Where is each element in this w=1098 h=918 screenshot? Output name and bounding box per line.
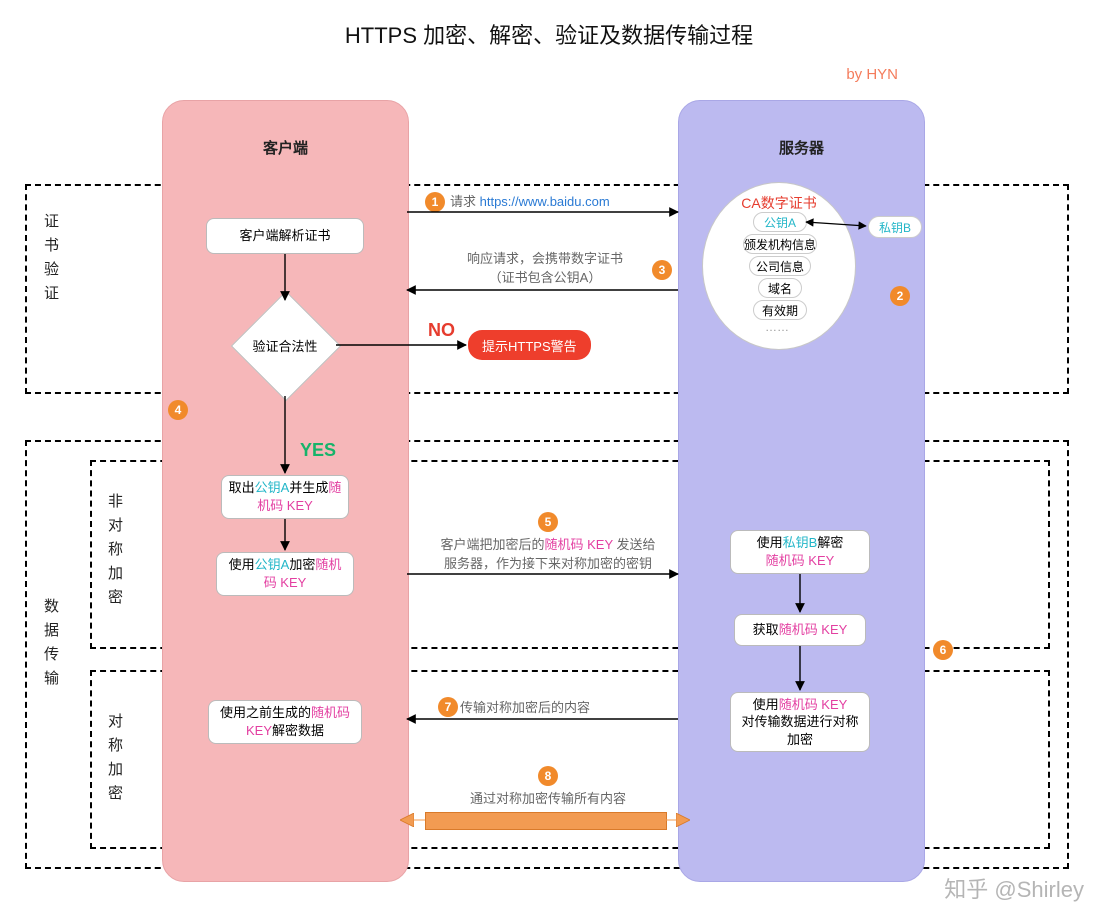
server-decrypt-key: 使用私钥B解密随机码 KEY <box>730 530 870 574</box>
private-key-b: 私钥B <box>868 216 922 238</box>
t: 使用 <box>753 697 779 712</box>
t: 响应请求，会携带数字证书 <box>467 251 623 266</box>
badge-7: 7 <box>438 697 458 717</box>
t: 解密数据 <box>272 723 324 738</box>
t: （证书包含公钥A） <box>489 270 602 285</box>
badge-3: 3 <box>652 260 672 280</box>
badge-2: 2 <box>890 286 910 306</box>
ca-dots: …… <box>765 320 789 334</box>
t: 使用 <box>757 535 783 550</box>
server-sym-enc: 使用随机码 KEY 对传输数据进行对称加密 <box>730 692 870 752</box>
ann-resp-sym: 传输对称加密后的内容 <box>460 699 660 718</box>
rand-key: 随机码 KEY <box>779 622 848 637</box>
priv-b: 私钥B <box>783 535 818 550</box>
t: 解密 <box>817 535 843 550</box>
ann-response: 响应请求，会携带数字证书 （证书包含公钥A） <box>440 250 650 288</box>
badge-5: 5 <box>538 512 558 532</box>
t: 获取 <box>753 622 779 637</box>
ann-request: 请求 https://www.baidu.com <box>450 193 670 212</box>
server-get-key: 获取随机码 KEY <box>734 614 866 646</box>
t: 使用之前生成的 <box>220 705 311 720</box>
page-title: HTTPS 加密、解密、验证及数据传输过程 <box>0 18 1098 50</box>
rand-key: 随机码 KEY <box>766 553 835 568</box>
t: 请求 <box>450 194 480 209</box>
client-decrypt: 使用之前生成的随机码 KEY解密数据 <box>208 700 362 744</box>
t: 加密 <box>289 557 315 572</box>
pub-a: 公钥A <box>255 557 290 572</box>
ca-row-0: 颁发机构信息 <box>743 234 817 254</box>
t: 对传输数据进行对称加密 <box>741 714 858 747</box>
t: 并生成 <box>289 480 328 495</box>
pub-a: 公钥A <box>255 480 290 495</box>
watermark: 知乎 @Shirley <box>944 872 1084 904</box>
ca-row-3: 有效期 <box>753 300 807 320</box>
ann-all-sym: 通过对称加密传输所有内容 <box>448 790 648 809</box>
t: 客户端把加密后的 <box>440 537 544 552</box>
server-panel-title: 服务器 <box>679 137 924 158</box>
t: 使用 <box>229 557 255 572</box>
t: 取出 <box>229 480 255 495</box>
decision-yes: YES <box>300 440 336 461</box>
rand-key: 随机码 KEY <box>779 697 848 712</box>
ca-cert-title: CA数字证书 <box>703 193 855 213</box>
big-arrow-body <box>425 812 667 830</box>
ca-row-2: 域名 <box>758 278 802 298</box>
badge-1: 1 <box>425 192 445 212</box>
client-validate-diamond: 验证合法性 <box>247 307 323 383</box>
t: 发送给 <box>613 537 656 552</box>
ca-row-1: 公司信息 <box>749 256 811 276</box>
badge-6: 6 <box>933 640 953 660</box>
client-parse-cert: 客户端解析证书 <box>206 218 364 254</box>
ann-send-key: 客户端把加密后的随机码 KEY 发送给 服务器，作为接下来对称加密的密钥 <box>424 536 672 574</box>
rand-key: 随机码 KEY <box>545 537 613 552</box>
badge-4: 4 <box>168 400 188 420</box>
decision-no: NO <box>428 320 455 341</box>
ca-pub-a: 公钥A <box>753 212 807 232</box>
byline: by HYN <box>846 66 898 83</box>
client-encrypt-key: 使用公钥A加密随机码 KEY <box>216 552 354 596</box>
t: 服务器，作为接下来对称加密的密钥 <box>444 556 652 571</box>
request-url: https://www.baidu.com <box>480 194 610 209</box>
client-panel-title: 客户端 <box>163 137 408 158</box>
badge-8: 8 <box>538 766 558 786</box>
client-extract-key: 取出公钥A并生成随机码 KEY <box>221 475 349 519</box>
warn-box: 提示HTTPS警告 <box>468 330 591 360</box>
